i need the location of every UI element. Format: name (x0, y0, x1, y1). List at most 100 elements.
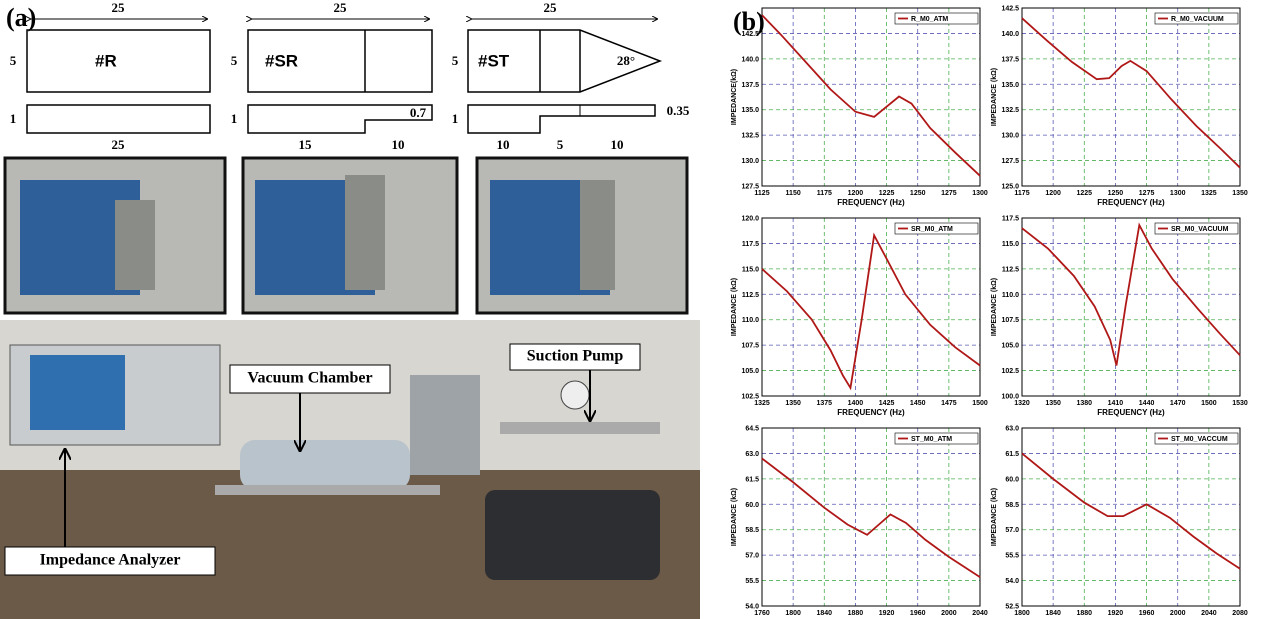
dim-label: 1 (10, 111, 17, 126)
legend-box (1154, 12, 1239, 25)
y-tick-label: 137.5 (1001, 56, 1019, 63)
x-tick-label: 1410 (1108, 400, 1124, 407)
x-tick-label: 1960 (1139, 610, 1155, 617)
plot-area (762, 218, 980, 396)
shape (26, 104, 211, 134)
dim-label: 5 (452, 53, 459, 68)
panel-label: (b) (733, 7, 765, 36)
photo-part (30, 355, 125, 430)
y-tick-label: 55.5 (1005, 553, 1019, 560)
y-axis-label: IMPEDANCE (kΩ) (731, 488, 738, 546)
shape (247, 29, 433, 93)
y-tick-label: 135.0 (1001, 82, 1019, 89)
specimen-drawings: #R 25 5 1 25 #SR 25 5 0.7 1 15 10 #ST 25… (10, 0, 690, 152)
x-tick-label: 1325 (1201, 190, 1217, 197)
y-tick-label: 127.5 (741, 184, 759, 191)
shape (247, 104, 433, 134)
callout-box (229, 364, 391, 394)
y-tick-label: 112.5 (742, 292, 759, 299)
y-tick-label: 107.5 (741, 343, 759, 350)
photo-part (500, 422, 660, 434)
chart: 1760 1800 1840 1880 1920 1960 2000 2040 54.0 55.5… (731, 426, 988, 619)
legend-label: ST_M0_ATM (911, 436, 952, 443)
x-axis-label: FREQUENCY (Hz) (837, 408, 905, 417)
x-tick-label: 1350 (1232, 190, 1248, 197)
photo-part (115, 200, 155, 290)
x-tick-label: 1840 (816, 610, 832, 617)
y-axis-label: IMPEDANCE (kΩ) (991, 278, 998, 336)
x-tick-label: 2000 (941, 610, 957, 617)
y-tick-label: 115.0 (742, 266, 759, 273)
y-tick-label: 112.5 (1002, 266, 1019, 273)
y-tick-label: 57.0 (745, 553, 759, 560)
y-tick-label: 54.0 (1005, 578, 1019, 585)
y-tick-label: 130.0 (741, 158, 759, 165)
y-tick-label: 127.5 (1001, 158, 1019, 165)
x-axis-label: FREQUENCY (Hz) (1097, 198, 1165, 207)
y-tick-label: 105.0 (741, 368, 759, 375)
y-tick-label: 117.5 (742, 241, 759, 248)
chart: 1325 1350 1375 1400 1425 1450 1475 1500 102.5 105… (731, 216, 988, 418)
dim-label: 25 (544, 0, 558, 15)
line (1021, 17, 1241, 169)
y-tick-label: 132.5 (741, 133, 759, 140)
legend-label: SR_M0_VACUUM (1171, 226, 1229, 233)
dim-label: 25 (334, 0, 348, 15)
shape (467, 104, 656, 134)
plot-area (1022, 428, 1240, 606)
legend-label: R_M0_ATM (911, 16, 948, 23)
x-tick-label: 1350 (785, 400, 801, 407)
callout-box (4, 546, 216, 576)
y-tick-label: 140.0 (1001, 31, 1019, 38)
plot-frame (761, 427, 981, 607)
legend-label: ST_M0_VACCUM (1171, 436, 1228, 443)
chart: 1320 1350 1380 1410 1440 1470 1500 1530 100.0 102… (991, 216, 1248, 418)
specimen-name: #ST (478, 51, 510, 70)
specimen-name: #R (95, 51, 117, 70)
plot-area (1022, 218, 1240, 396)
x-axis-label: FREQUENCY (Hz) (1097, 408, 1165, 417)
dim-label: 10 (611, 137, 624, 152)
photo-part (580, 180, 615, 290)
y-tick-label: 100.0 (1001, 394, 1019, 401)
y-tick-label: 137.5 (741, 82, 759, 89)
x-tick-label: 1350 (1045, 400, 1061, 407)
x-tick-label: 1375 (816, 400, 832, 407)
x-tick-label: 1125 (754, 190, 769, 197)
x-tick-label: 1320 (1014, 400, 1030, 407)
x-tick-label: 1800 (785, 610, 801, 617)
y-axis-label: IMPEDANCE (kΩ) (991, 68, 998, 126)
x-tick-label: 1500 (972, 400, 988, 407)
x-tick-label: 1200 (1045, 190, 1061, 197)
y-tick-label: 140.0 (741, 56, 759, 63)
dim-label: 1 (231, 111, 238, 126)
photo-part (215, 485, 440, 495)
x-tick-label: 1880 (1076, 610, 1092, 617)
x-tick-label: 1400 (848, 400, 864, 407)
specimen-photos (3, 156, 689, 315)
y-tick-label: 102.5 (741, 394, 759, 401)
x-tick-label: 1325 (754, 400, 770, 407)
dim-label: 10 (392, 137, 405, 152)
x-tick-label: 1470 (1170, 400, 1186, 407)
y-axis-label: IMPEDANCE (kΩ) (731, 278, 738, 336)
shape (26, 29, 211, 93)
y-tick-label: 58.5 (745, 527, 759, 534)
photo-part (560, 380, 590, 410)
callout: Vacuum Chamber (247, 370, 372, 387)
x-tick-label: 1960 (910, 610, 926, 617)
dim-label: 10 (497, 137, 510, 152)
y-tick-label: 52.5 (1005, 604, 1019, 611)
dim-label: 25 (112, 137, 126, 152)
x-tick-label: 1920 (1108, 610, 1124, 617)
x-tick-label: 2040 (1201, 610, 1217, 617)
y-tick-label: 61.5 (1005, 451, 1019, 458)
dim-label: 25 (112, 0, 126, 15)
callout-box (509, 343, 641, 371)
x-tick-label: 1920 (879, 610, 895, 617)
y-tick-label: 115.0 (1002, 241, 1019, 248)
x-tick-label: 1500 (1201, 400, 1217, 407)
x-tick-label: 1150 (786, 190, 801, 197)
plot-frame (761, 7, 981, 187)
